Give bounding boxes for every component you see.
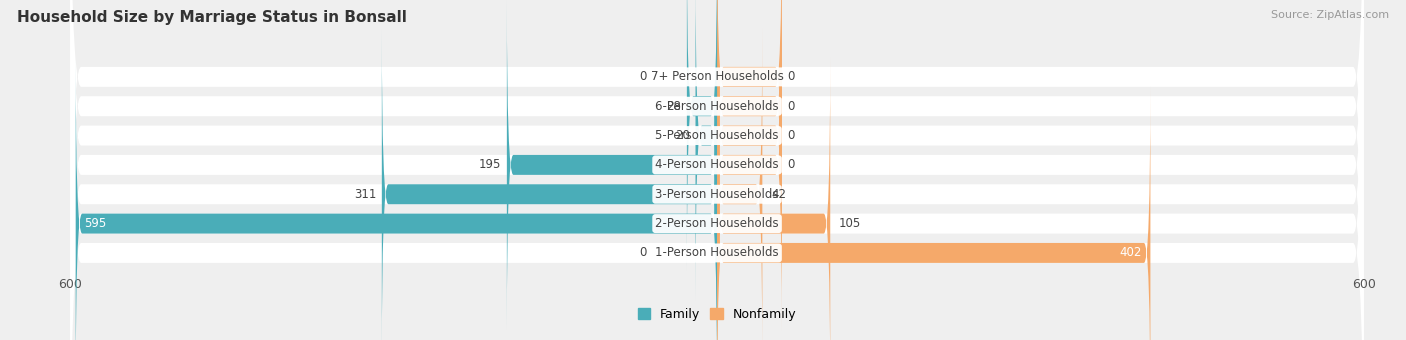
Text: 20: 20: [675, 129, 690, 142]
FancyBboxPatch shape: [70, 0, 1364, 340]
FancyBboxPatch shape: [76, 57, 717, 340]
Text: 0: 0: [640, 246, 647, 259]
Text: 195: 195: [479, 158, 502, 171]
FancyBboxPatch shape: [717, 0, 782, 302]
Text: 7+ Person Households: 7+ Person Households: [651, 70, 783, 83]
FancyBboxPatch shape: [717, 0, 782, 243]
Text: 0: 0: [787, 100, 794, 113]
FancyBboxPatch shape: [696, 0, 717, 302]
Text: 5-Person Households: 5-Person Households: [655, 129, 779, 142]
Text: 0: 0: [640, 70, 647, 83]
FancyBboxPatch shape: [717, 57, 830, 340]
FancyBboxPatch shape: [70, 0, 1364, 340]
Text: 0: 0: [787, 158, 794, 171]
Text: 3-Person Households: 3-Person Households: [655, 188, 779, 201]
Legend: Family, Nonfamily: Family, Nonfamily: [633, 303, 801, 326]
Text: 42: 42: [770, 188, 786, 201]
FancyBboxPatch shape: [688, 0, 717, 272]
Text: 1-Person Households: 1-Person Households: [655, 246, 779, 259]
Text: 28: 28: [666, 100, 682, 113]
FancyBboxPatch shape: [70, 0, 1364, 340]
Text: 2-Person Households: 2-Person Households: [655, 217, 779, 230]
FancyBboxPatch shape: [506, 0, 717, 331]
FancyBboxPatch shape: [717, 0, 782, 331]
FancyBboxPatch shape: [70, 0, 1364, 340]
FancyBboxPatch shape: [70, 0, 1364, 340]
Text: 0: 0: [787, 129, 794, 142]
FancyBboxPatch shape: [717, 0, 782, 272]
Text: 6-Person Households: 6-Person Households: [655, 100, 779, 113]
Text: Household Size by Marriage Status in Bonsall: Household Size by Marriage Status in Bon…: [17, 10, 406, 25]
FancyBboxPatch shape: [717, 28, 762, 340]
Text: 595: 595: [84, 217, 107, 230]
FancyBboxPatch shape: [717, 87, 1150, 340]
Text: 105: 105: [839, 217, 860, 230]
Text: 402: 402: [1119, 246, 1142, 259]
Text: 4-Person Households: 4-Person Households: [655, 158, 779, 171]
FancyBboxPatch shape: [70, 0, 1364, 340]
FancyBboxPatch shape: [382, 28, 717, 340]
Text: 311: 311: [354, 188, 377, 201]
Text: 0: 0: [787, 70, 794, 83]
Text: Source: ZipAtlas.com: Source: ZipAtlas.com: [1271, 10, 1389, 20]
FancyBboxPatch shape: [70, 0, 1364, 340]
